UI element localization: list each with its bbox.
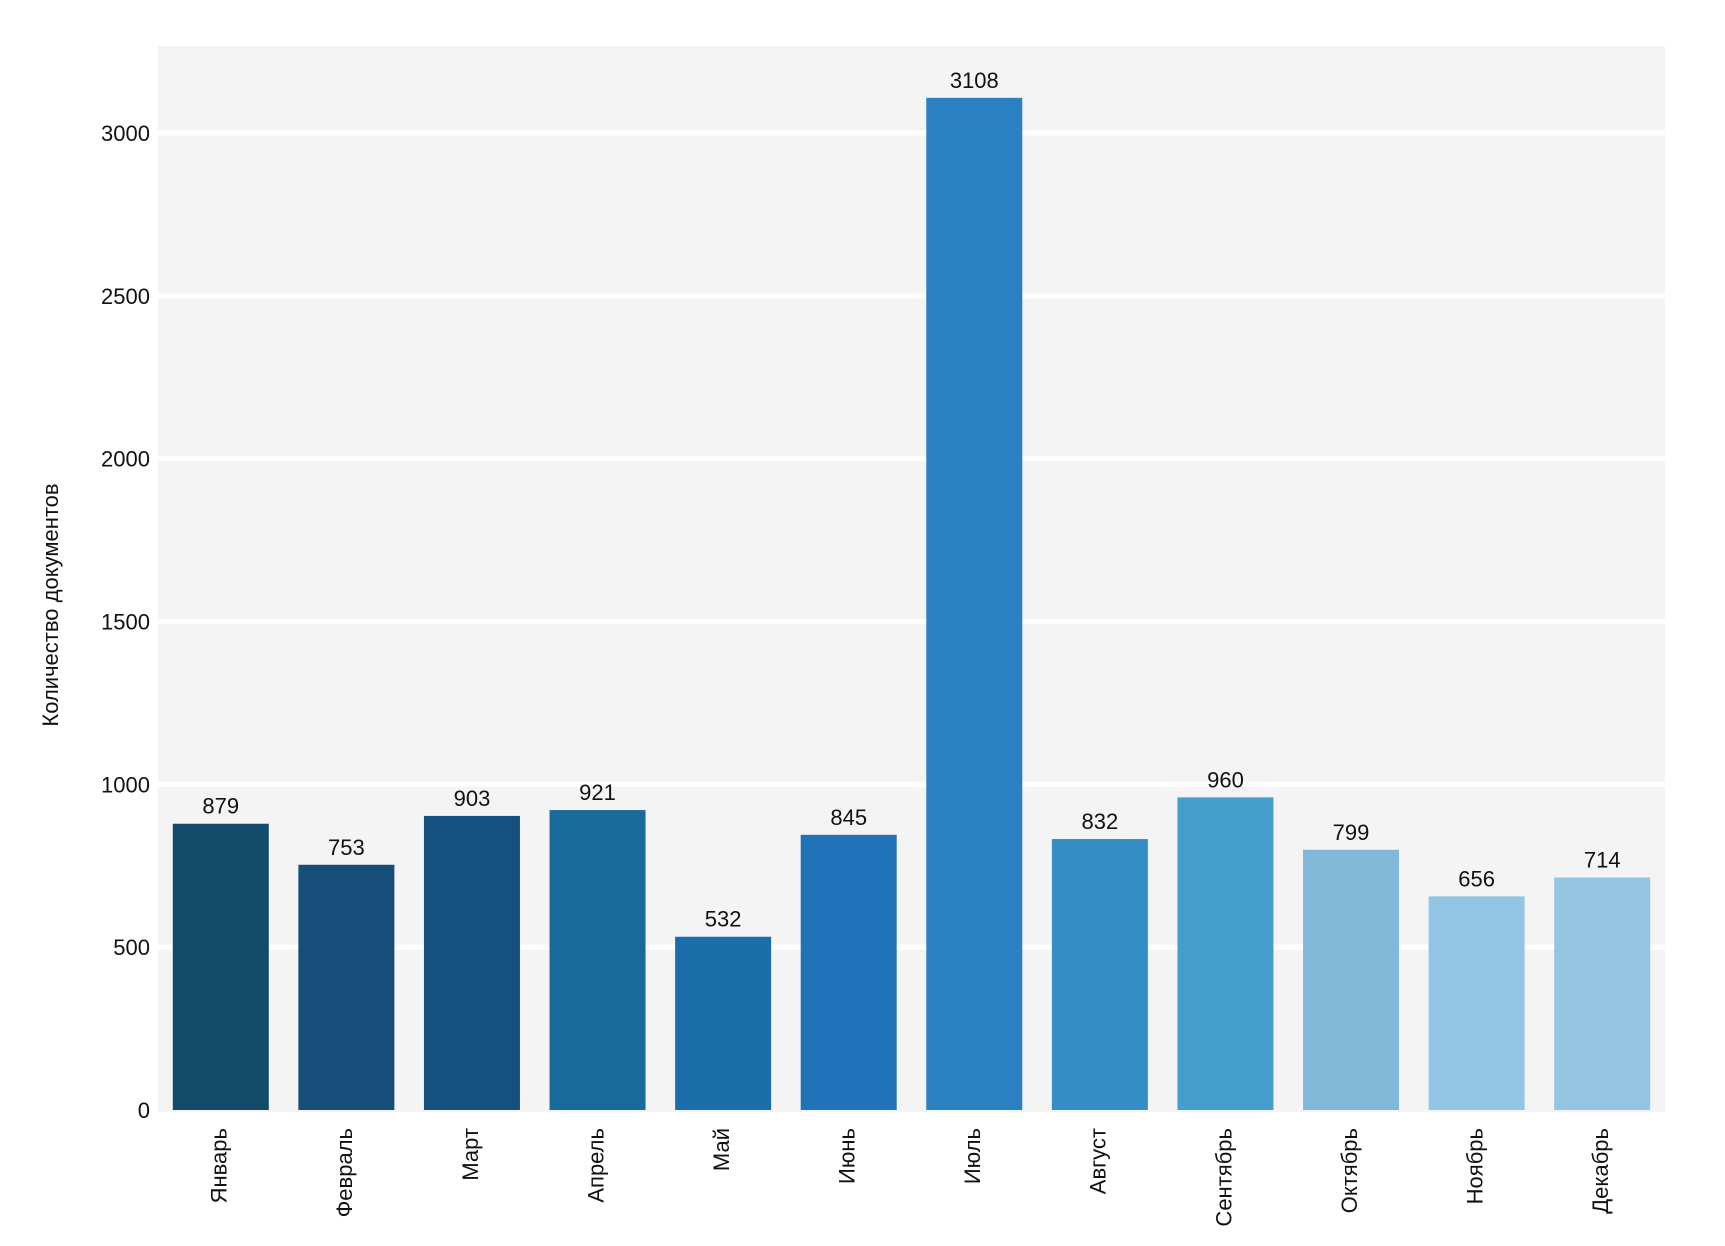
bar-value-label: 921 — [579, 780, 616, 805]
y-tick-label: 1000 — [101, 772, 150, 797]
bar-value-label: 832 — [1082, 809, 1119, 834]
bar — [1303, 849, 1400, 1110]
bars — [172, 97, 1651, 1110]
y-tick-label: 0 — [138, 1098, 150, 1123]
x-axis-ticks: Январь Февраль Март Апрель Май Июнь Июль Август… — [207, 1128, 1613, 1227]
y-tick-label: 500 — [113, 935, 150, 960]
x-tick-label: Ноябрь — [1462, 1128, 1487, 1204]
x-tick-label: Апрель — [583, 1128, 608, 1203]
bar — [675, 936, 772, 1110]
y-axis-ticks: 0 500 1000 1500 2000 2500 3000 — [101, 121, 150, 1123]
x-tick-label: Декабрь — [1588, 1128, 1613, 1214]
bar — [298, 864, 395, 1110]
bar — [423, 815, 520, 1110]
bar — [1177, 797, 1274, 1110]
bar-value-label: 532 — [705, 907, 742, 932]
y-tick-label: 2000 — [101, 447, 150, 472]
bar-value-label: 3108 — [950, 68, 999, 93]
bar — [1051, 839, 1148, 1110]
x-tick-label: Март — [458, 1128, 483, 1181]
bar-value-label: 753 — [328, 835, 365, 860]
bar-value-label: 879 — [202, 794, 239, 819]
grid-lines — [158, 130, 1665, 950]
bar-value-label: 845 — [830, 805, 867, 830]
y-tick-label: 1500 — [101, 610, 150, 635]
bar-value-label: 656 — [1458, 866, 1495, 891]
x-tick-label: Август — [1086, 1128, 1111, 1194]
bar — [800, 834, 897, 1110]
x-tick-label: Май — [709, 1128, 734, 1171]
bar — [926, 97, 1023, 1110]
x-tick-label: Июнь — [835, 1128, 860, 1184]
x-tick-label: Февраль — [332, 1128, 357, 1217]
x-tick-label: Июль — [960, 1128, 985, 1184]
x-tick-label: Октябрь — [1337, 1128, 1362, 1213]
bar — [1428, 896, 1525, 1110]
bar — [549, 810, 646, 1110]
bar — [172, 823, 269, 1110]
value-labels: 879 753 903 921 532 845 3108 832 960 799 656 714 — [202, 68, 1620, 932]
plot-background — [158, 46, 1665, 1112]
x-tick-label: Сентябрь — [1211, 1128, 1236, 1227]
y-tick-label: 3000 — [101, 121, 150, 146]
bar — [1554, 877, 1651, 1110]
bar-value-label: 903 — [454, 786, 491, 811]
bar-value-label: 714 — [1584, 847, 1621, 872]
y-tick-label: 2500 — [101, 284, 150, 309]
bar-value-label: 960 — [1207, 767, 1244, 792]
bar-value-label: 799 — [1333, 820, 1370, 845]
y-axis-title: Количество документов — [38, 483, 63, 726]
x-tick-label: Январь — [207, 1128, 232, 1203]
